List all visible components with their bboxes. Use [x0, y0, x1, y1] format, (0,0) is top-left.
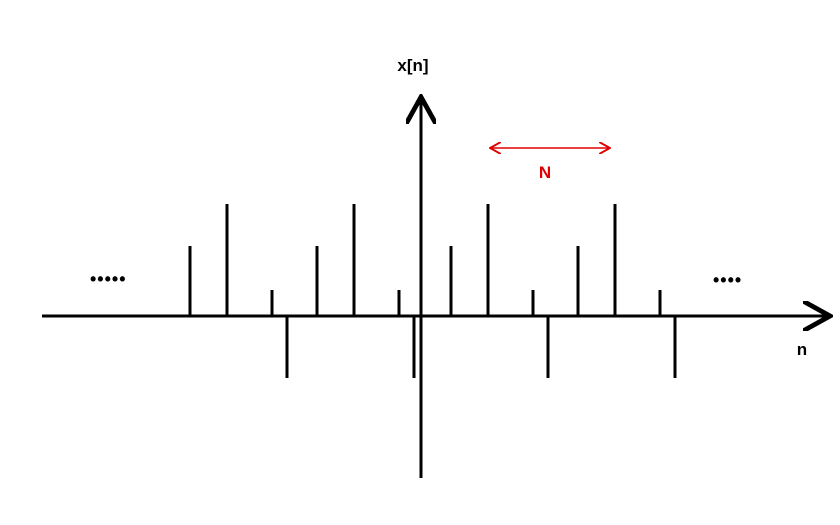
signal-stems	[188, 204, 677, 378]
right-ellipsis: ••••	[713, 270, 742, 290]
y-axis-label: x[n]	[397, 56, 428, 75]
left-ellipsis: •••••	[90, 269, 127, 289]
period-label: N	[539, 163, 551, 182]
x-axis-label: n	[797, 340, 807, 359]
